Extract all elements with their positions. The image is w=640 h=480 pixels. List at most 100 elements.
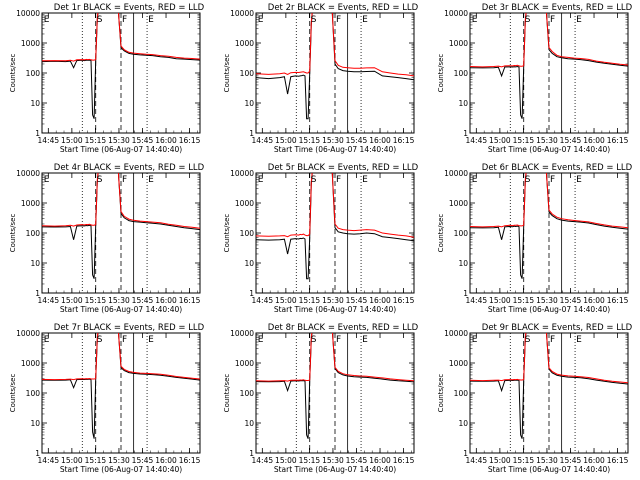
x-tick-label: 16:15 — [393, 296, 415, 305]
y-tick-label: 1000 — [449, 39, 468, 48]
x-tick-label: 16:00 — [155, 456, 177, 465]
chart-panel-2: Det 2r BLACK = Events, RED = LLD 1 10 100 10… — [223, 3, 419, 154]
y-axis-label: Counts/sec — [223, 214, 231, 253]
y-tick-label: 10000 — [230, 329, 254, 338]
event-marker-label: E — [362, 175, 368, 185]
series-line-events — [256, 173, 414, 280]
series-line-events — [256, 333, 414, 439]
x-axis-label: Start Time (06-Aug-07 14:40:40) — [274, 145, 396, 154]
y-tick-label: 10000 — [444, 169, 468, 178]
x-tick-label: 15:30 — [108, 296, 130, 305]
x-tick-label: 15:45 — [132, 136, 154, 145]
series-line-events — [470, 173, 628, 279]
series-group — [42, 173, 200, 279]
x-axis-label: Start Time (06-Aug-07 14:40:40) — [60, 145, 182, 154]
x-tick-label: 16:00 — [155, 136, 177, 145]
x-tick-label: 16:15 — [179, 456, 201, 465]
series-line-lld — [256, 13, 414, 77]
x-tick-label: 16:15 — [607, 456, 629, 465]
x-tick-label: 15:30 — [322, 296, 344, 305]
event-marker-label: E — [576, 175, 582, 185]
y-tick-label: 1000 — [21, 39, 40, 48]
x-tick-label: 14:45 — [38, 456, 60, 465]
event-marker-label: F — [550, 15, 555, 25]
y-tick-label: 10000 — [16, 9, 40, 18]
event-marker-label: E — [576, 335, 582, 345]
x-tick-label: 16:00 — [369, 136, 391, 145]
x-tick-label: 15:45 — [346, 136, 368, 145]
series-line-events — [42, 13, 200, 119]
event-marker-label: E — [576, 15, 582, 25]
y-tick-label: 1 — [35, 289, 40, 298]
event-marker-label: S — [311, 175, 317, 185]
x-axis-label: Start Time (06-Aug-07 14:40:40) — [274, 305, 396, 314]
y-tick-label: 1 — [35, 449, 40, 458]
x-tick-label: 15:15 — [299, 296, 321, 305]
series-line-events — [256, 13, 414, 120]
x-tick-label: 15:30 — [322, 456, 344, 465]
event-marker-label: S — [97, 175, 103, 185]
x-tick-label: 15:00 — [275, 296, 297, 305]
series-line-events — [42, 333, 200, 439]
event-marker-label: S — [525, 15, 531, 25]
chart-title: Det 4r BLACK = Events, RED = LLD — [54, 163, 205, 173]
x-tick-label: 15:00 — [489, 296, 511, 305]
series-line-lld — [256, 173, 414, 238]
x-tick-label: 15:00 — [489, 136, 511, 145]
x-tick-label: 15:30 — [536, 296, 558, 305]
event-marker-label: F — [550, 175, 555, 185]
series-line-events — [470, 13, 628, 119]
y-axis-label: Counts/sec — [9, 214, 17, 253]
chart-panel-5: Det 5r BLACK = Events, RED = LLD 1 10 100 10… — [223, 163, 419, 314]
chart-title: Det 5r BLACK = Events, RED = LLD — [268, 163, 419, 173]
chart-title: Det 9r BLACK = Events, RED = LLD — [482, 323, 633, 333]
x-tick-label: 14:45 — [466, 456, 488, 465]
y-tick-label: 1 — [463, 129, 468, 138]
event-marker-label: F — [550, 335, 555, 345]
x-tick-label: 16:00 — [369, 456, 391, 465]
series-line-lld — [42, 173, 200, 229]
x-axis-label: Start Time (06-Aug-07 14:40:40) — [274, 465, 396, 474]
series-line-events — [470, 333, 628, 439]
x-tick-label: 15:45 — [132, 296, 154, 305]
event-marker-label: S — [525, 335, 531, 345]
x-tick-label: 14:45 — [38, 296, 60, 305]
x-tick-label: 14:45 — [252, 296, 274, 305]
chart-title: Det 1r BLACK = Events, RED = LLD — [54, 3, 205, 13]
chart-title: Det 8r BLACK = Events, RED = LLD — [268, 323, 419, 333]
event-marker-label: E — [362, 335, 368, 345]
event-marker-label: E — [148, 175, 154, 185]
x-axis-label: Start Time (06-Aug-07 14:40:40) — [60, 305, 182, 314]
y-tick-label: 1 — [35, 129, 40, 138]
x-tick-label: 15:00 — [489, 456, 511, 465]
y-tick-label: 10 — [30, 259, 40, 268]
event-marker-label: E — [362, 15, 368, 25]
series-line-events — [42, 173, 200, 279]
x-tick-label: 16:00 — [583, 136, 605, 145]
y-axis-label: Counts/sec — [223, 54, 231, 93]
y-tick-label: 10 — [458, 419, 468, 428]
event-marker-label: E — [258, 15, 264, 25]
y-tick-label: 1000 — [449, 359, 468, 368]
y-tick-label: 100 — [240, 229, 255, 238]
event-marker-label: F — [122, 175, 127, 185]
x-tick-label: 15:45 — [560, 136, 582, 145]
x-tick-label: 15:00 — [61, 296, 83, 305]
y-tick-label: 100 — [26, 229, 41, 238]
series-group — [42, 13, 200, 119]
x-tick-label: 15:15 — [85, 136, 107, 145]
series-line-lld — [42, 333, 200, 381]
x-tick-label: 16:15 — [393, 136, 415, 145]
event-marker-label: F — [336, 15, 341, 25]
event-marker-label: S — [97, 335, 103, 345]
x-tick-label: 15:30 — [536, 456, 558, 465]
series-group — [256, 13, 414, 120]
x-tick-label: 15:45 — [132, 456, 154, 465]
x-tick-label: 15:15 — [85, 456, 107, 465]
x-tick-label: 16:15 — [393, 456, 415, 465]
x-tick-label: 14:45 — [466, 136, 488, 145]
x-tick-label: 14:45 — [252, 456, 274, 465]
y-tick-label: 10 — [244, 419, 254, 428]
y-axis-label: Counts/sec — [437, 374, 445, 413]
event-marker-label: E — [44, 335, 50, 345]
